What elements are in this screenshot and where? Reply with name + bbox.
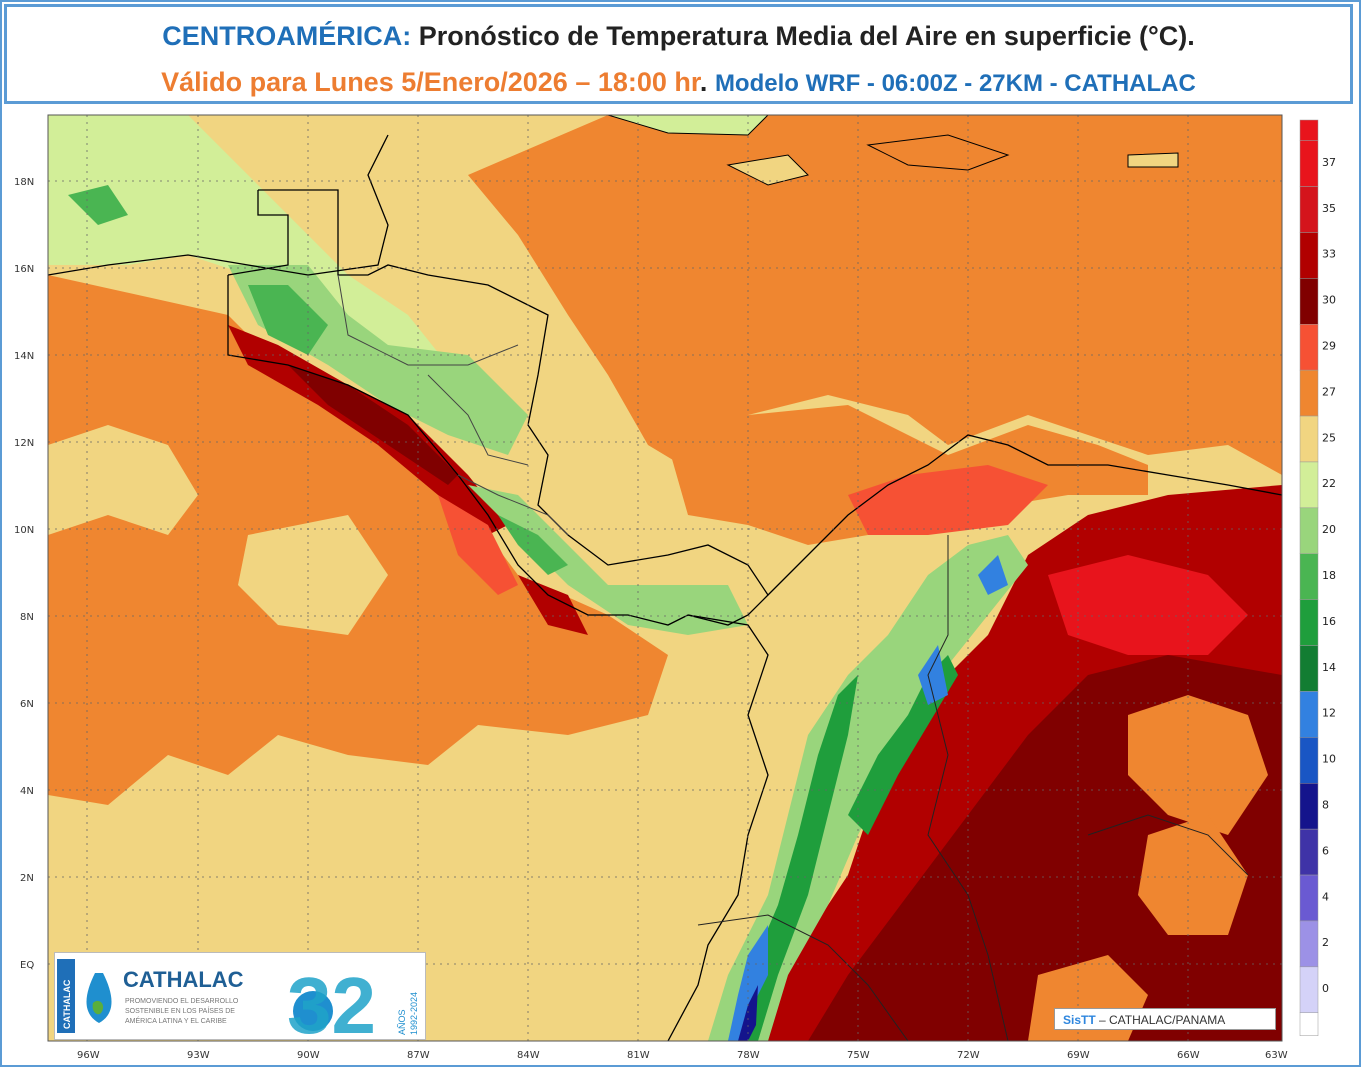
legend-label: 25: [1322, 431, 1336, 444]
legend-label: 2: [1322, 936, 1329, 949]
legend-label: 16: [1322, 615, 1336, 628]
logo-globe-icon: [293, 991, 333, 1031]
legend-label: 20: [1322, 523, 1336, 536]
legend-label: 27: [1322, 385, 1336, 398]
legend-label: 14: [1322, 661, 1336, 674]
logo-side-text: CATHALAC: [62, 979, 72, 1029]
credit-box: SisTT – CATHALAC/PANAMA: [1054, 1008, 1276, 1030]
legend-swatch: [1299, 737, 1319, 784]
legend-swatch: [1299, 324, 1319, 371]
legend-label: 30: [1322, 294, 1336, 307]
title-main: Pronóstico de Temperatura Media del Aire…: [418, 21, 1195, 51]
title-line-1: CENTROAMÉRICA: Pronóstico de Temperatura…: [7, 21, 1350, 52]
logo-svg: CATHALAC CATHALAC PROMOVIENDO EL DESARRO…: [57, 959, 419, 1050]
legend-swatch: [1299, 599, 1319, 646]
legend-swatch: [1299, 920, 1319, 968]
legend-label: 6: [1322, 844, 1329, 857]
legend-swatch: [1299, 507, 1319, 555]
legend-label: 8: [1322, 799, 1329, 812]
credit-rest: – CATHALAC/PANAMA: [1095, 1013, 1226, 1027]
logo-range: 1992-2024: [409, 992, 419, 1035]
logo-anos: AÑOS: [397, 1009, 407, 1035]
map-svg: [48, 115, 1282, 1041]
title-model: Modelo WRF - 06:00Z - 27KM - CATHALAC: [714, 70, 1196, 97]
legend-label: 35: [1322, 202, 1336, 215]
title-line-2: Válido para Lunes 5/Enero/2026 – 18:00 h…: [7, 67, 1350, 98]
legend-label: 29: [1322, 340, 1336, 353]
logo-name: CATHALAC: [123, 967, 244, 992]
legend-swatch: [1299, 874, 1319, 922]
legend-swatch: [1299, 186, 1319, 233]
legend-label: 4: [1322, 890, 1329, 903]
logo-years: 32: [287, 961, 376, 1039]
title-valid: Válido para Lunes 5/Enero/2026 – 18:00 h…: [161, 67, 700, 97]
logo-tagline-3: AMÉRICA LATINA Y EL CARIBE: [125, 1016, 227, 1025]
title-box: CENTROAMÉRICA: Pronóstico de Temperatura…: [4, 4, 1353, 104]
legend-swatch: [1299, 278, 1319, 325]
logo-tagline-2: SOSTENIBLE EN LOS PAÍSES DE: [125, 1006, 235, 1015]
temperature-map: [48, 115, 1282, 1041]
legend-label: 10: [1322, 753, 1336, 766]
legend-swatch: [1299, 553, 1319, 600]
legend-swatch: [1299, 966, 1319, 1014]
legend-swatch: [1299, 140, 1319, 187]
logo-side-bar: [57, 959, 75, 1033]
logo-drop-icon: [86, 973, 112, 1023]
legend-label: 37: [1322, 156, 1336, 169]
legend-label: 22: [1322, 477, 1336, 490]
puerto-rico: [1127, 152, 1179, 168]
legend-swatch-top: [1299, 119, 1319, 141]
legend-swatch: [1299, 691, 1319, 738]
legend-swatch: [1299, 645, 1319, 692]
legend-swatch: [1299, 461, 1319, 509]
title-dot: .: [699, 67, 708, 97]
logo-leaf-icon: [92, 1000, 104, 1015]
cathalac-logo: CATHALAC CATHALAC PROMOVIENDO EL DESARRO…: [54, 952, 426, 1050]
legend-label: 0: [1322, 982, 1329, 995]
legend-swatch: [1299, 232, 1319, 279]
legend-swatch: [1299, 369, 1319, 417]
legend-label: 33: [1322, 248, 1336, 261]
legend-label: 18: [1322, 569, 1336, 582]
legend-label: 12: [1322, 707, 1336, 720]
logo-tagline-1: PROMOVIENDO EL DESARROLLO: [125, 998, 239, 1005]
credit-sis: SisTT: [1063, 1013, 1096, 1027]
legend-swatch: [1299, 783, 1319, 830]
legend-swatch: [1299, 828, 1319, 876]
color-legend: 37 35 33 30 29 27 25 22 20 18 16 14 12 10 8 6 4 2 0: [1298, 118, 1353, 1040]
title-region: CENTROAMÉRICA:: [162, 21, 412, 51]
legend-swatch-bottom: [1299, 1012, 1319, 1036]
legend-swatch: [1299, 415, 1319, 463]
